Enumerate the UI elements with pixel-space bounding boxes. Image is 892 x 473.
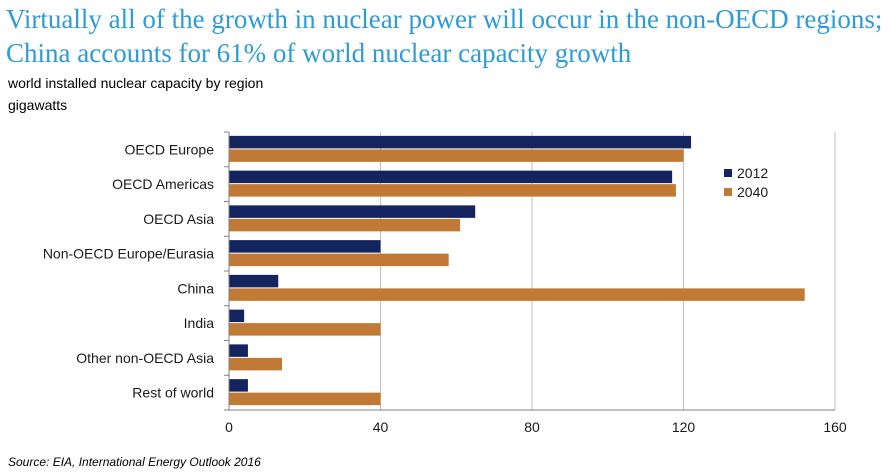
unit-label: gigawatts bbox=[8, 97, 68, 113]
bar-2040 bbox=[229, 392, 381, 406]
category-label: OECD Americas bbox=[112, 176, 214, 192]
x-tick-label: 40 bbox=[373, 419, 389, 435]
legend-swatch-2040 bbox=[724, 188, 732, 196]
bar-2012 bbox=[229, 379, 248, 392]
bar-2012 bbox=[229, 205, 476, 218]
bar-2012 bbox=[229, 135, 692, 149]
x-tick-label: 120 bbox=[672, 419, 696, 435]
bar-2040 bbox=[229, 357, 283, 371]
bar-2040 bbox=[229, 288, 805, 301]
category-label: Other non-OECD Asia bbox=[76, 350, 214, 366]
bar-2040 bbox=[229, 323, 381, 336]
bar-2040 bbox=[229, 253, 449, 267]
source-note: Source: EIA, International Energy Outloo… bbox=[8, 455, 261, 469]
bar-2012 bbox=[229, 344, 248, 357]
bar-2040 bbox=[229, 149, 684, 162]
category-label: OECD Europe bbox=[125, 141, 215, 157]
bar-2040 bbox=[229, 184, 676, 197]
category-label: India bbox=[184, 315, 215, 331]
category-label: China bbox=[177, 280, 214, 296]
chart-title: Virtually all of the growth in nuclear p… bbox=[6, 4, 883, 68]
x-tick-label: 80 bbox=[524, 419, 540, 435]
category-label: Rest of world bbox=[132, 385, 214, 401]
legend-label-2040: 2040 bbox=[737, 184, 768, 200]
legend-swatch-2012 bbox=[724, 169, 732, 177]
category-label: Non-OECD Europe/Eurasia bbox=[43, 246, 214, 262]
x-tick-label: 0 bbox=[225, 419, 233, 435]
bar-2012 bbox=[229, 274, 279, 288]
bar-2040 bbox=[229, 218, 461, 232]
category-label: OECD Asia bbox=[143, 211, 214, 227]
legend-label-2012: 2012 bbox=[737, 165, 768, 181]
bar-2012 bbox=[229, 170, 673, 184]
bar-2012 bbox=[229, 240, 381, 253]
chart-subtitle: world installed nuclear capacity by regi… bbox=[8, 75, 264, 91]
x-tick-label: 160 bbox=[823, 419, 847, 435]
bar-2012 bbox=[229, 309, 245, 323]
